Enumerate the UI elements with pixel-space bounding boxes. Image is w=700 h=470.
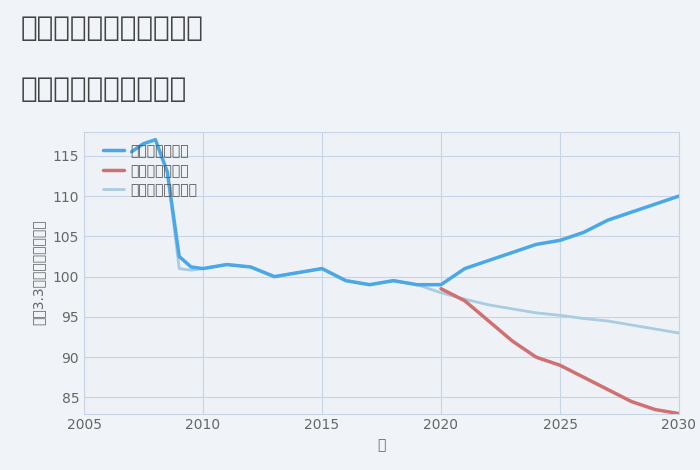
グッドシナリオ: [246, 264, 255, 270]
ノーマルシナリオ: [532, 310, 540, 316]
グッドシナリオ: [270, 274, 279, 280]
ノーマルシナリオ: [151, 137, 160, 142]
Y-axis label: 坪（3.3㎡）単価（万円）: 坪（3.3㎡）単価（万円）: [32, 220, 46, 325]
Text: 中古戸建ての価格推移: 中古戸建ての価格推移: [21, 75, 188, 103]
バッドシナリオ: [556, 362, 564, 368]
ノーマルシナリオ: [461, 297, 469, 302]
グッドシナリオ: [342, 278, 350, 283]
グッドシナリオ: [508, 250, 517, 255]
グッドシナリオ: [365, 282, 374, 288]
Line: グッドシナリオ: グッドシナリオ: [132, 140, 679, 285]
ノーマルシナリオ: [365, 282, 374, 288]
グッドシナリオ: [151, 137, 160, 142]
バッドシナリオ: [580, 375, 588, 380]
ノーマルシナリオ: [175, 266, 183, 271]
ノーマルシナリオ: [580, 316, 588, 321]
グッドシナリオ: [389, 278, 398, 283]
バッドシナリオ: [603, 387, 612, 392]
グッドシナリオ: [294, 270, 302, 275]
Line: バッドシナリオ: バッドシナリオ: [441, 289, 679, 414]
バッドシナリオ: [437, 286, 445, 291]
グッドシナリオ: [413, 282, 421, 288]
バッドシナリオ: [532, 354, 540, 360]
グッドシナリオ: [139, 141, 148, 147]
グッドシナリオ: [603, 218, 612, 223]
ノーマルシナリオ: [127, 149, 136, 155]
グッドシナリオ: [449, 274, 457, 280]
ノーマルシナリオ: [556, 313, 564, 318]
グッドシナリオ: [580, 229, 588, 235]
グッドシナリオ: [532, 242, 540, 247]
バッドシナリオ: [627, 399, 636, 404]
ノーマルシナリオ: [223, 262, 231, 267]
ノーマルシナリオ: [651, 326, 659, 332]
ノーマルシナリオ: [163, 169, 172, 175]
バッドシナリオ: [651, 407, 659, 412]
ノーマルシナリオ: [627, 322, 636, 328]
バッドシナリオ: [675, 411, 683, 416]
グッドシナリオ: [651, 201, 659, 207]
ノーマルシナリオ: [484, 302, 493, 308]
グッドシナリオ: [187, 264, 195, 270]
グッドシナリオ: [627, 209, 636, 215]
グッドシナリオ: [675, 193, 683, 199]
ノーマルシナリオ: [270, 274, 279, 280]
ノーマルシナリオ: [508, 306, 517, 312]
グッドシナリオ: [484, 258, 493, 263]
ノーマルシナリオ: [675, 330, 683, 336]
Text: 千葉県船橋市薬園台町の: 千葉県船橋市薬園台町の: [21, 14, 204, 42]
ノーマルシナリオ: [389, 278, 398, 283]
グッドシナリオ: [175, 254, 183, 259]
バッドシナリオ: [508, 338, 517, 344]
グッドシナリオ: [163, 169, 172, 175]
Line: ノーマルシナリオ: ノーマルシナリオ: [132, 140, 679, 333]
グッドシナリオ: [437, 282, 445, 288]
バッドシナリオ: [484, 318, 493, 324]
グッドシナリオ: [556, 237, 564, 243]
ノーマルシナリオ: [246, 264, 255, 270]
グッドシナリオ: [461, 266, 469, 271]
ノーマルシナリオ: [342, 278, 350, 283]
ノーマルシナリオ: [294, 270, 302, 275]
ノーマルシナリオ: [603, 318, 612, 324]
X-axis label: 年: 年: [377, 438, 386, 452]
ノーマルシナリオ: [139, 141, 148, 147]
バッドシナリオ: [461, 298, 469, 304]
グッドシナリオ: [127, 149, 136, 155]
ノーマルシナリオ: [413, 282, 421, 288]
ノーマルシナリオ: [199, 266, 207, 271]
グッドシナリオ: [223, 262, 231, 267]
グッドシナリオ: [199, 266, 207, 271]
ノーマルシナリオ: [187, 267, 195, 273]
ノーマルシナリオ: [437, 290, 445, 296]
ノーマルシナリオ: [318, 266, 326, 271]
グッドシナリオ: [318, 266, 326, 271]
Legend: グッドシナリオ, バッドシナリオ, ノーマルシナリオ: グッドシナリオ, バッドシナリオ, ノーマルシナリオ: [103, 144, 197, 197]
